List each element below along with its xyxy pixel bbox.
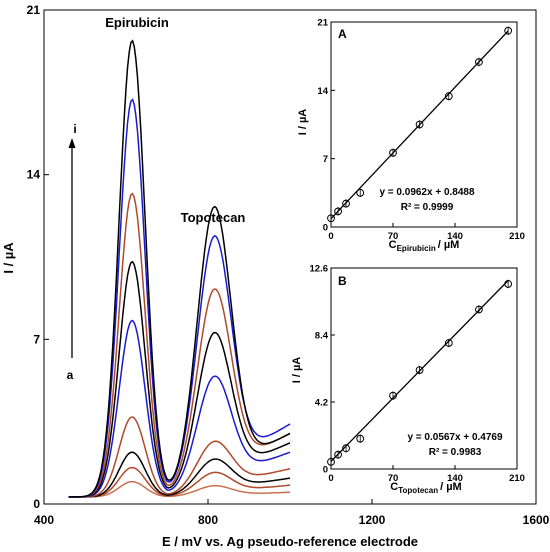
- main-x-tick-label: 800: [198, 513, 218, 527]
- main-plot-frame: [43, 9, 537, 505]
- inset-a-r2: R² = 0.9999: [401, 202, 454, 213]
- main-y-tick-label: 14: [27, 168, 41, 182]
- inset-b-x-tick-label: 140: [447, 473, 463, 484]
- topotecan-peak-label: Topotecan: [181, 210, 246, 225]
- main-curves: [68, 39, 291, 498]
- main-y-ticks: 0 7 14 21: [27, 3, 49, 511]
- main-chart: 400 800 1200 1600 0 7 14 21 E / mV vs. Ag pseu…: [1, 3, 550, 549]
- inset-a-x-tick-label: 0: [328, 231, 333, 242]
- inset-a-y-tick-label: 14: [317, 86, 328, 97]
- inset-b-y-axis-title: I / µA: [291, 357, 303, 384]
- voltammogram-curve-1: [68, 480, 291, 498]
- voltammogram-curve-9: [68, 39, 291, 498]
- inset-a-x-axis-main: C: [389, 239, 397, 251]
- inset-a-x-tick-label: 210: [509, 231, 525, 242]
- voltammogram-curve-3: [68, 451, 291, 498]
- inset-b-x-tick-label: 210: [509, 473, 525, 484]
- inset-b-y-tick-label: 12.6: [310, 264, 329, 275]
- arrow-label-top: i: [73, 122, 76, 136]
- inset-b-points: [327, 279, 513, 467]
- inset-a-x-axis-unit: / µM: [438, 239, 460, 251]
- inset-a-ticks: 0 70 140 210 0 7 14 21: [317, 18, 525, 243]
- inset-b-r2: R² = 0.9983: [429, 447, 482, 458]
- inset-a-y-tick-label: 21: [317, 18, 328, 29]
- main-y-tick-label: 7: [33, 332, 40, 346]
- main-x-tick-label: 1600: [523, 513, 550, 527]
- inset-a-background: [330, 21, 518, 228]
- main-x-tick-label: 400: [34, 513, 54, 527]
- inset-b-y-tick-label: 0: [323, 465, 328, 476]
- inset-b: 0 70 140 210 0 4.2 8.4 12.6 B y = 0.0567x + 0.4…: [291, 264, 525, 496]
- main-y-axis-title: I / µA: [1, 242, 16, 274]
- epirubicin-peak-label: Epirubicin: [105, 15, 169, 30]
- inset-a-x-tick-label: 70: [388, 231, 399, 242]
- main-x-tick-label: 1200: [359, 513, 386, 527]
- inset-b-x-axis-main: C: [390, 481, 398, 493]
- inset-a-points: [327, 26, 513, 223]
- arrow-label-bottom: a: [67, 368, 74, 382]
- voltammogram-curve-8: [68, 98, 291, 498]
- inset-a-x-axis-title: CEpirubicin / µM: [389, 239, 460, 253]
- voltammogram-curve-5: [68, 319, 291, 498]
- voltammogram-curve-2: [68, 466, 291, 498]
- concentration-arrow-head: [68, 138, 76, 148]
- inset-a-panel-label: A: [338, 27, 347, 41]
- inset-a-x-tick-label: 140: [447, 231, 463, 242]
- inset-b-y-tick-label: 4.2: [315, 398, 328, 409]
- inset-b-x-tick-label: 0: [328, 473, 333, 484]
- inset-a: 0 70 140 210 0 7 14 21 A y = 0.0962x + 0.8488 R…: [297, 18, 525, 254]
- voltammogram-curve-7: [68, 192, 291, 498]
- main-y-tick-label: 0: [33, 497, 40, 511]
- voltammogram-curve-4: [68, 416, 291, 498]
- inset-b-ticks: 0 70 140 210 0 4.2 8.4 12.6: [310, 264, 525, 485]
- inset-a-y-tick-label: 7: [323, 154, 328, 165]
- inset-a-y-tick-label: 0: [323, 223, 328, 234]
- inset-b-x-tick-label: 70: [388, 473, 399, 484]
- inset-b-x-axis-unit: / µM: [440, 481, 462, 493]
- inset-b-panel-label: B: [338, 274, 347, 288]
- inset-b-equation: y = 0.0567x + 0.4769: [407, 432, 503, 443]
- inset-a-equation: y = 0.0962x + 0.8488: [379, 187, 475, 198]
- inset-b-y-tick-label: 8.4: [315, 331, 329, 342]
- inset-b-x-axis-sub: Topotecan: [398, 486, 438, 495]
- inset-b-x-axis-title: CTopotecan / µM: [390, 481, 461, 495]
- voltammogram-curve-6: [68, 260, 291, 498]
- inset-a-y-axis-title: I / µA: [297, 109, 309, 136]
- main-y-tick-label: 21: [27, 3, 41, 17]
- main-x-axis-title: E / mV vs. Ag pseudo-reference electrode: [162, 534, 418, 549]
- inset-a-x-axis-sub: Epirubicin: [397, 244, 436, 253]
- main-x-ticks: 400 800 1200 1600: [34, 499, 550, 527]
